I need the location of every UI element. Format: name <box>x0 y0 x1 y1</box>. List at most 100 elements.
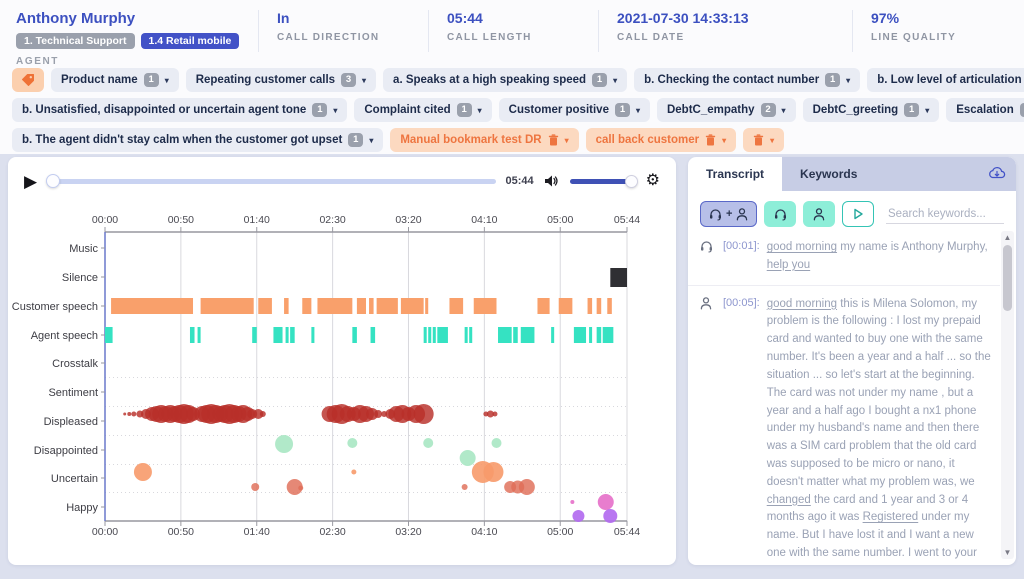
message-timestamp: [00:05]: <box>723 296 760 309</box>
chevron-down-icon[interactable]: ▾ <box>722 135 727 145</box>
chevron-down-icon[interactable]: ▾ <box>635 105 640 115</box>
tag-chip[interactable]: DebtC_empathy 2 ▾ <box>656 98 796 122</box>
agent-badges: 1. Technical Support 1.4 Retail mobile <box>16 33 240 49</box>
transcript-message[interactable]: [00:01]: good morning my name is Anthony … <box>688 229 1000 286</box>
sentiment-bubble-orange <box>133 463 152 481</box>
tag-chip[interactable]: b. The agent didn't stay calm when the c… <box>12 128 384 152</box>
chevron-down-icon[interactable]: ▾ <box>564 135 569 145</box>
agent-speech-bar <box>513 327 518 343</box>
cloud-download-icon[interactable] <box>988 165 1006 179</box>
chevron-down-icon[interactable]: ▾ <box>164 75 169 85</box>
tab-keywords[interactable]: Keywords <box>800 167 858 181</box>
seek-slider[interactable] <box>46 173 496 188</box>
x-tick-label: 00:50 <box>168 526 194 538</box>
bookmark-chip[interactable]: Manual bookmark test DR ▾ <box>390 128 579 152</box>
x-tick-label: 05:44 <box>614 214 640 226</box>
keyword-highlight[interactable]: changed <box>766 493 811 506</box>
row-label-disappointed: Disappointed <box>34 445 98 457</box>
tag-count-badge: 1 <box>904 103 920 117</box>
tag-label: b. Checking the contact number <box>644 74 820 86</box>
sentiment-bubble-red <box>492 411 498 417</box>
transcript-scrollbar[interactable]: ▲ ▼ <box>1001 231 1014 559</box>
chevron-down-icon[interactable]: ▾ <box>613 75 618 85</box>
customer-speech-bar <box>425 298 429 314</box>
scroll-up-icon[interactable]: ▲ <box>1003 233 1012 242</box>
bookmark-chip[interactable]: call back customer ▾ <box>585 128 737 152</box>
sentiment-bubble-red <box>483 411 489 417</box>
filter-agent-button[interactable] <box>764 201 797 227</box>
volume-slider[interactable] <box>569 174 638 188</box>
play-outline-icon <box>854 208 864 220</box>
scrollbar-thumb[interactable] <box>1003 245 1012 311</box>
chevron-down-icon[interactable]: ▾ <box>846 75 851 85</box>
tag-chip[interactable]: a. Speaks at a high speaking speed 1 ▾ <box>383 68 628 92</box>
sentiment-bubble-red <box>127 412 132 416</box>
stat-value: 2021-07-30 14:33:13 <box>617 10 749 26</box>
tab-transcript[interactable]: Transcript <box>688 157 783 191</box>
stat-label: CALL DATE <box>617 32 685 43</box>
sentiment-bubble-green <box>491 438 502 448</box>
stat-value: In <box>277 10 290 26</box>
tag-chip[interactable]: Escalation4▾ <box>946 98 1024 122</box>
trash-icon[interactable] <box>705 134 716 146</box>
transcript-messages[interactable]: [00:01]: good morning my name is Anthony … <box>688 229 1000 565</box>
play-transcript-button[interactable] <box>842 201 875 227</box>
tag-count-badge: 1 <box>592 73 608 87</box>
trash-icon[interactable] <box>753 134 764 146</box>
keyword-highlight[interactable]: Registered <box>862 511 919 524</box>
stat-label: CALL LENGTH <box>447 32 532 43</box>
filter-both-speakers-button[interactable]: + <box>700 201 758 227</box>
headset-icon <box>774 208 787 221</box>
volume-thumb[interactable] <box>624 174 638 188</box>
chevron-down-icon[interactable]: ▾ <box>925 105 930 115</box>
sentiment-bubble-red <box>123 412 127 416</box>
agent-speech-bar <box>423 327 427 343</box>
transcript-message[interactable]: [00:05]: good morning this is Milena Solo… <box>688 286 1000 565</box>
tag-chip[interactable]: DebtC_greeting 1 ▾ <box>802 98 940 122</box>
chevron-down-icon[interactable]: ▾ <box>781 105 786 115</box>
volume-icon[interactable] <box>544 174 560 188</box>
agent-speech-bar <box>352 327 357 343</box>
chevron-down-icon[interactable]: ▾ <box>477 105 482 115</box>
keyword-highlight[interactable]: good morning <box>766 241 838 253</box>
customer-speech-bar <box>356 298 366 314</box>
bookmark-chip[interactable]: ▾ <box>743 128 785 152</box>
top-header-bar: Anthony Murphy 1. Technical Support 1.4 R… <box>0 0 1024 154</box>
call-stat: 97% LINE QUALITY <box>852 10 1020 52</box>
agent-speech-bar <box>432 327 436 343</box>
agent-speech-bar <box>197 327 201 343</box>
play-button[interactable]: ▶ <box>24 171 38 191</box>
tag-chip[interactable]: Customer positive 1 ▾ <box>498 98 650 122</box>
keyword-highlight[interactable]: good morning <box>766 297 838 310</box>
chevron-down-icon[interactable]: ▾ <box>770 135 775 145</box>
tag-chip[interactable]: Complaint cited 1 ▾ <box>354 98 492 122</box>
sentiment-bubble-red <box>131 411 137 417</box>
customer-speech-bar <box>587 298 593 314</box>
call-timeline-chart[interactable]: 00:00 00:00 00:50 00:50 01:40 01:40 02:30 02:30… <box>8 197 676 563</box>
tag-chip[interactable]: b. Checking the contact number 1 ▾ <box>634 68 861 92</box>
agent-speech-bar <box>498 327 512 343</box>
tag-chip[interactable]: b. Unsatisfied, disappointed or uncertai… <box>12 98 348 122</box>
sentiment-bubble-orange <box>351 469 357 475</box>
tag-chip[interactable]: Product name 1 ▾ <box>51 68 179 92</box>
chevron-down-icon[interactable]: ▾ <box>333 105 338 115</box>
agent-speech-bar <box>551 327 555 343</box>
filter-customer-button[interactable] <box>803 201 836 227</box>
seek-thumb[interactable] <box>46 173 61 188</box>
agent-speech-bar <box>437 327 448 343</box>
tag-chip[interactable]: Repeating customer calls 3 ▾ <box>185 68 377 92</box>
tag-chip[interactable]: b. Low level of articulation in the firs… <box>867 68 1024 92</box>
trash-icon[interactable] <box>548 134 559 146</box>
customer-speech-bar <box>376 298 398 314</box>
sentiment-bubble-red <box>413 404 434 424</box>
tag-icon-button[interactable] <box>12 68 44 92</box>
tag-label: Escalation <box>956 104 1014 116</box>
tag-label: Repeating customer calls <box>195 74 336 86</box>
sentiment-bubble-green <box>423 438 434 448</box>
scroll-down-icon[interactable]: ▼ <box>1003 548 1012 557</box>
chevron-down-icon[interactable]: ▾ <box>362 75 367 85</box>
search-keywords-input[interactable] <box>886 204 1004 224</box>
settings-gear-icon[interactable]: ⚙ <box>645 172 660 189</box>
keyword-highlight[interactable]: help you <box>766 258 811 271</box>
chevron-down-icon[interactable]: ▾ <box>369 135 374 145</box>
